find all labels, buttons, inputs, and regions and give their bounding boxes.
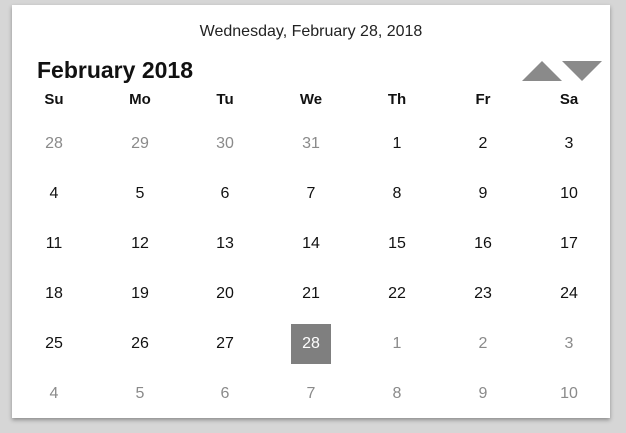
day-cell[interactable]: 11	[45, 235, 63, 252]
day-cell[interactable]: 5	[135, 185, 145, 202]
day-cell[interactable]: 13	[216, 235, 234, 252]
day-cell[interactable]: 9	[478, 185, 488, 202]
day-cell-other-month[interactable]: 31	[302, 135, 320, 152]
selected-date-header: Wednesday, February 28, 2018	[199, 23, 423, 40]
day-cell-other-month[interactable]: 28	[45, 135, 63, 152]
day-cell[interactable]: 17	[560, 235, 578, 252]
day-cell-other-month[interactable]: 9	[478, 385, 488, 402]
day-cell[interactable]: 6	[220, 185, 230, 202]
day-cell[interactable]: 18	[45, 285, 63, 302]
day-cell-other-month[interactable]: 10	[560, 385, 578, 402]
day-cell[interactable]: 23	[474, 285, 492, 302]
weekday-label: We	[299, 91, 323, 108]
day-cell[interactable]: 15	[388, 235, 406, 252]
day-cell-other-month[interactable]: 4	[49, 385, 59, 402]
day-cell-other-month[interactable]: 7	[306, 385, 316, 402]
day-cell[interactable]: 25	[45, 335, 63, 352]
day-cell[interactable]: 2	[478, 135, 488, 152]
day-cell[interactable]: 4	[49, 185, 59, 202]
day-cell[interactable]: 22	[388, 285, 406, 302]
weekday-label: Fr	[475, 91, 491, 108]
day-cell-other-month[interactable]: 30	[216, 135, 234, 152]
day-cell[interactable]: 3	[564, 135, 574, 152]
day-cell[interactable]: 27	[216, 335, 234, 352]
calendar-widget: Wednesday, February 28, 2018 February 20…	[12, 5, 610, 418]
day-cell-other-month[interactable]: 29	[131, 135, 149, 152]
day-cell[interactable]: 26	[131, 335, 149, 352]
triangle-down-icon	[562, 61, 602, 81]
day-cell-selected[interactable]: 28	[291, 324, 331, 364]
triangle-up-icon	[522, 61, 562, 81]
day-grid: 28 29 30 31 1 2 3 4 5 6 7 8 9 10 11 12 13 14 15 16 17 18 19 20 2…	[12, 5, 610, 418]
day-cell-other-month[interactable]: 3	[564, 335, 574, 352]
weekday-label: Mo	[129, 91, 151, 108]
day-cell[interactable]: 16	[474, 235, 492, 252]
day-cell[interactable]: 8	[392, 185, 402, 202]
weekday-label: Su	[44, 91, 64, 108]
day-cell[interactable]: 19	[131, 285, 149, 302]
day-cell-other-month[interactable]: 1	[392, 335, 402, 352]
weekday-label: Tu	[216, 91, 234, 108]
day-cell[interactable]: 21	[302, 285, 320, 302]
weekday-label: Th	[387, 91, 407, 108]
weekday-header-row: Su Mo Tu We Th Fr Sa	[12, 91, 610, 111]
month-title[interactable]: February 2018	[37, 57, 193, 83]
day-cell-other-month[interactable]: 6	[220, 385, 230, 402]
day-cell[interactable]: 20	[216, 285, 234, 302]
day-cell[interactable]: 10	[560, 185, 578, 202]
day-cell-other-month[interactable]: 2	[478, 335, 488, 352]
day-cell[interactable]: 14	[302, 235, 320, 252]
next-month-button[interactable]	[562, 60, 602, 82]
day-cell-other-month[interactable]: 5	[135, 385, 145, 402]
day-cell[interactable]: 7	[306, 185, 316, 202]
day-cell[interactable]: 12	[131, 235, 149, 252]
weekday-label: Sa	[559, 91, 579, 108]
previous-month-button[interactable]	[522, 60, 562, 82]
day-cell[interactable]: 24	[560, 285, 578, 302]
day-cell-other-month[interactable]: 8	[392, 385, 402, 402]
day-cell[interactable]: 1	[392, 135, 402, 152]
